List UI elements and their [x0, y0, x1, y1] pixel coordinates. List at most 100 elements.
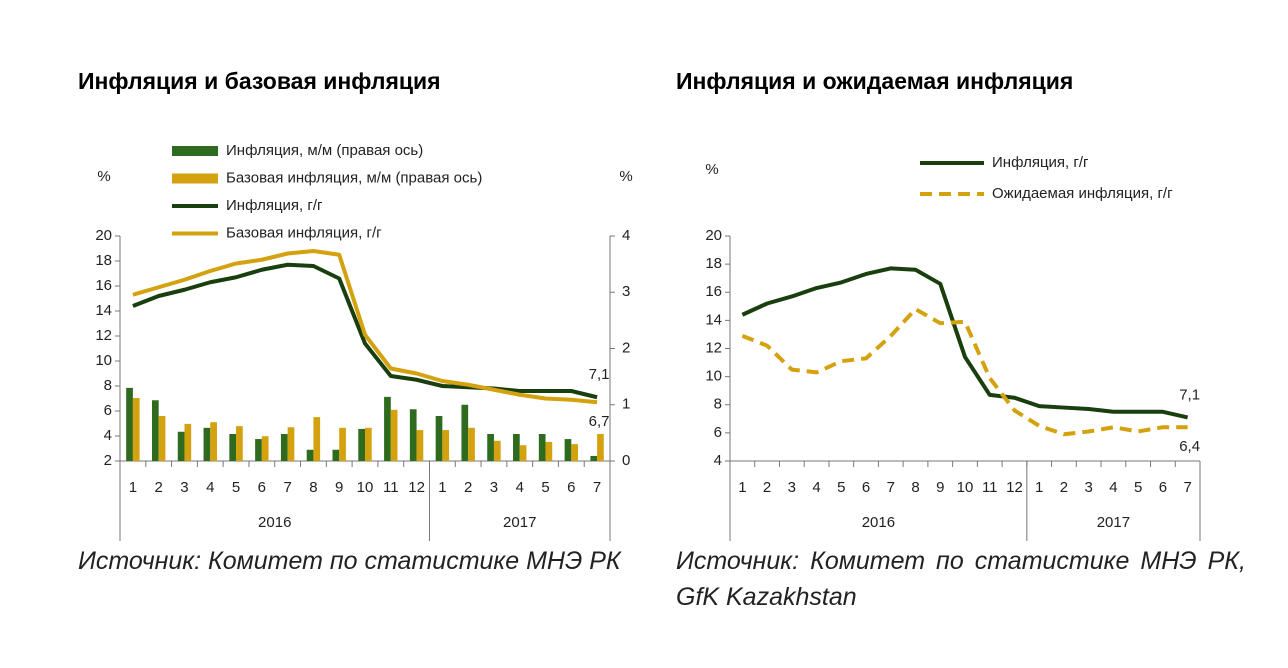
bar [339, 427, 346, 461]
bar [287, 427, 295, 461]
x-tick-label: 1 [438, 479, 446, 496]
x-tick-label: 7 [887, 479, 895, 496]
legend-swatch [172, 173, 218, 184]
bar [313, 417, 321, 461]
y2-axis-label: % [619, 168, 632, 185]
y-tick-label: 14 [705, 311, 722, 328]
legend-label: Инфляция, г/г [226, 197, 323, 214]
x-tick-label: 4 [206, 479, 214, 496]
bar [229, 434, 237, 461]
legend-label: Инфляция, м/м (правая ось) [226, 142, 423, 159]
x-tick-label: 6 [567, 479, 575, 496]
x-tick-label: 7 [1183, 479, 1191, 496]
year-label: 2016 [258, 514, 291, 531]
y-tick-label: 4 [714, 452, 722, 469]
x-tick-label: 9 [936, 479, 944, 496]
bar [280, 434, 288, 461]
bar [597, 434, 604, 461]
legend-label: Инфляция, г/г [992, 154, 1089, 171]
bar [210, 422, 217, 461]
bar [151, 400, 159, 461]
line-series [132, 249, 598, 405]
bar [158, 416, 166, 461]
x-tick-label: 3 [180, 479, 188, 496]
data-label: 7,1 [589, 366, 610, 383]
bar [409, 409, 417, 461]
x-tick-label: 11 [383, 479, 399, 496]
bar [590, 455, 598, 461]
x-tick-label: 2 [155, 479, 163, 496]
bar [203, 427, 211, 461]
x-tick-label: 5 [232, 479, 240, 496]
y2-tick-label: 0 [622, 452, 630, 469]
y-tick-label: 10 [705, 368, 722, 385]
y-axis-label: % [97, 168, 110, 185]
year-label: 2017 [503, 514, 536, 531]
x-tick-label: 1 [738, 479, 746, 496]
x-tick-label: 6 [1159, 479, 1167, 496]
bar [571, 444, 579, 461]
x-tick-label: 4 [812, 479, 820, 496]
y-tick-label: 16 [95, 277, 112, 294]
y-tick-label: 18 [95, 252, 112, 269]
x-tick-label: 3 [788, 479, 796, 496]
x-tick-label: 2 [464, 479, 472, 496]
x-tick-label: 4 [1109, 479, 1117, 496]
bar [468, 427, 475, 461]
line-series [741, 307, 1188, 437]
bar [332, 449, 340, 461]
legend-label: Ожидаемая инфляция, г/г [992, 185, 1173, 202]
x-tick-label: 5 [837, 479, 845, 496]
x-tick-label: 10 [357, 479, 374, 496]
x-tick-label: 4 [516, 479, 524, 496]
bar [358, 428, 365, 461]
y-tick-label: 6 [714, 424, 722, 441]
bar [236, 426, 243, 461]
bar [261, 436, 269, 461]
y-tick-label: 12 [705, 339, 722, 356]
chart-title: Инфляция и ожидаемая инфляция [676, 68, 1073, 94]
x-tick-label: 9 [335, 479, 343, 496]
legend-label: Базовая инфляция, м/м (правая ось) [226, 169, 482, 186]
bar [519, 445, 527, 461]
x-tick-label: 5 [541, 479, 549, 496]
y-tick-label: 10 [95, 352, 112, 369]
x-tick-label: 7 [593, 479, 601, 496]
bar [435, 416, 443, 461]
x-tick-label: 8 [309, 479, 317, 496]
legend-label: Базовая инфляция, г/г [226, 224, 382, 241]
y-tick-label: 16 [705, 283, 722, 300]
x-tick-label: 3 [1085, 479, 1093, 496]
line-series [741, 266, 1189, 420]
bar [564, 439, 572, 461]
bar [365, 427, 372, 461]
x-tick-label: 7 [283, 479, 291, 496]
y-tick-label: 12 [95, 327, 112, 344]
y-tick-label: 20 [95, 227, 112, 244]
x-tick-label: 6 [258, 479, 266, 496]
y2-tick-label: 3 [622, 283, 630, 300]
x-tick-label: 5 [1134, 479, 1142, 496]
bar [126, 387, 133, 461]
x-tick-label: 8 [911, 479, 919, 496]
y2-tick-label: 4 [622, 227, 630, 244]
x-tick-label: 11 [982, 479, 998, 496]
bar [442, 430, 450, 461]
x-tick-label: 1 [129, 479, 137, 496]
bar [545, 441, 553, 461]
line-series [132, 262, 598, 400]
y-tick-label: 8 [104, 377, 112, 394]
legend-swatch [172, 146, 218, 156]
bar [184, 423, 192, 461]
x-tick-label: 2 [1060, 479, 1068, 496]
bar [255, 439, 262, 461]
source-note: Источник: Комитет по статистике МНЭ РК, … [676, 547, 1246, 611]
y-tick-label: 4 [104, 427, 112, 444]
y-tick-label: 20 [705, 227, 722, 244]
bar [306, 449, 314, 461]
bar [384, 396, 391, 461]
y-tick-label: 6 [104, 402, 112, 419]
y-axis-label: % [705, 161, 718, 178]
